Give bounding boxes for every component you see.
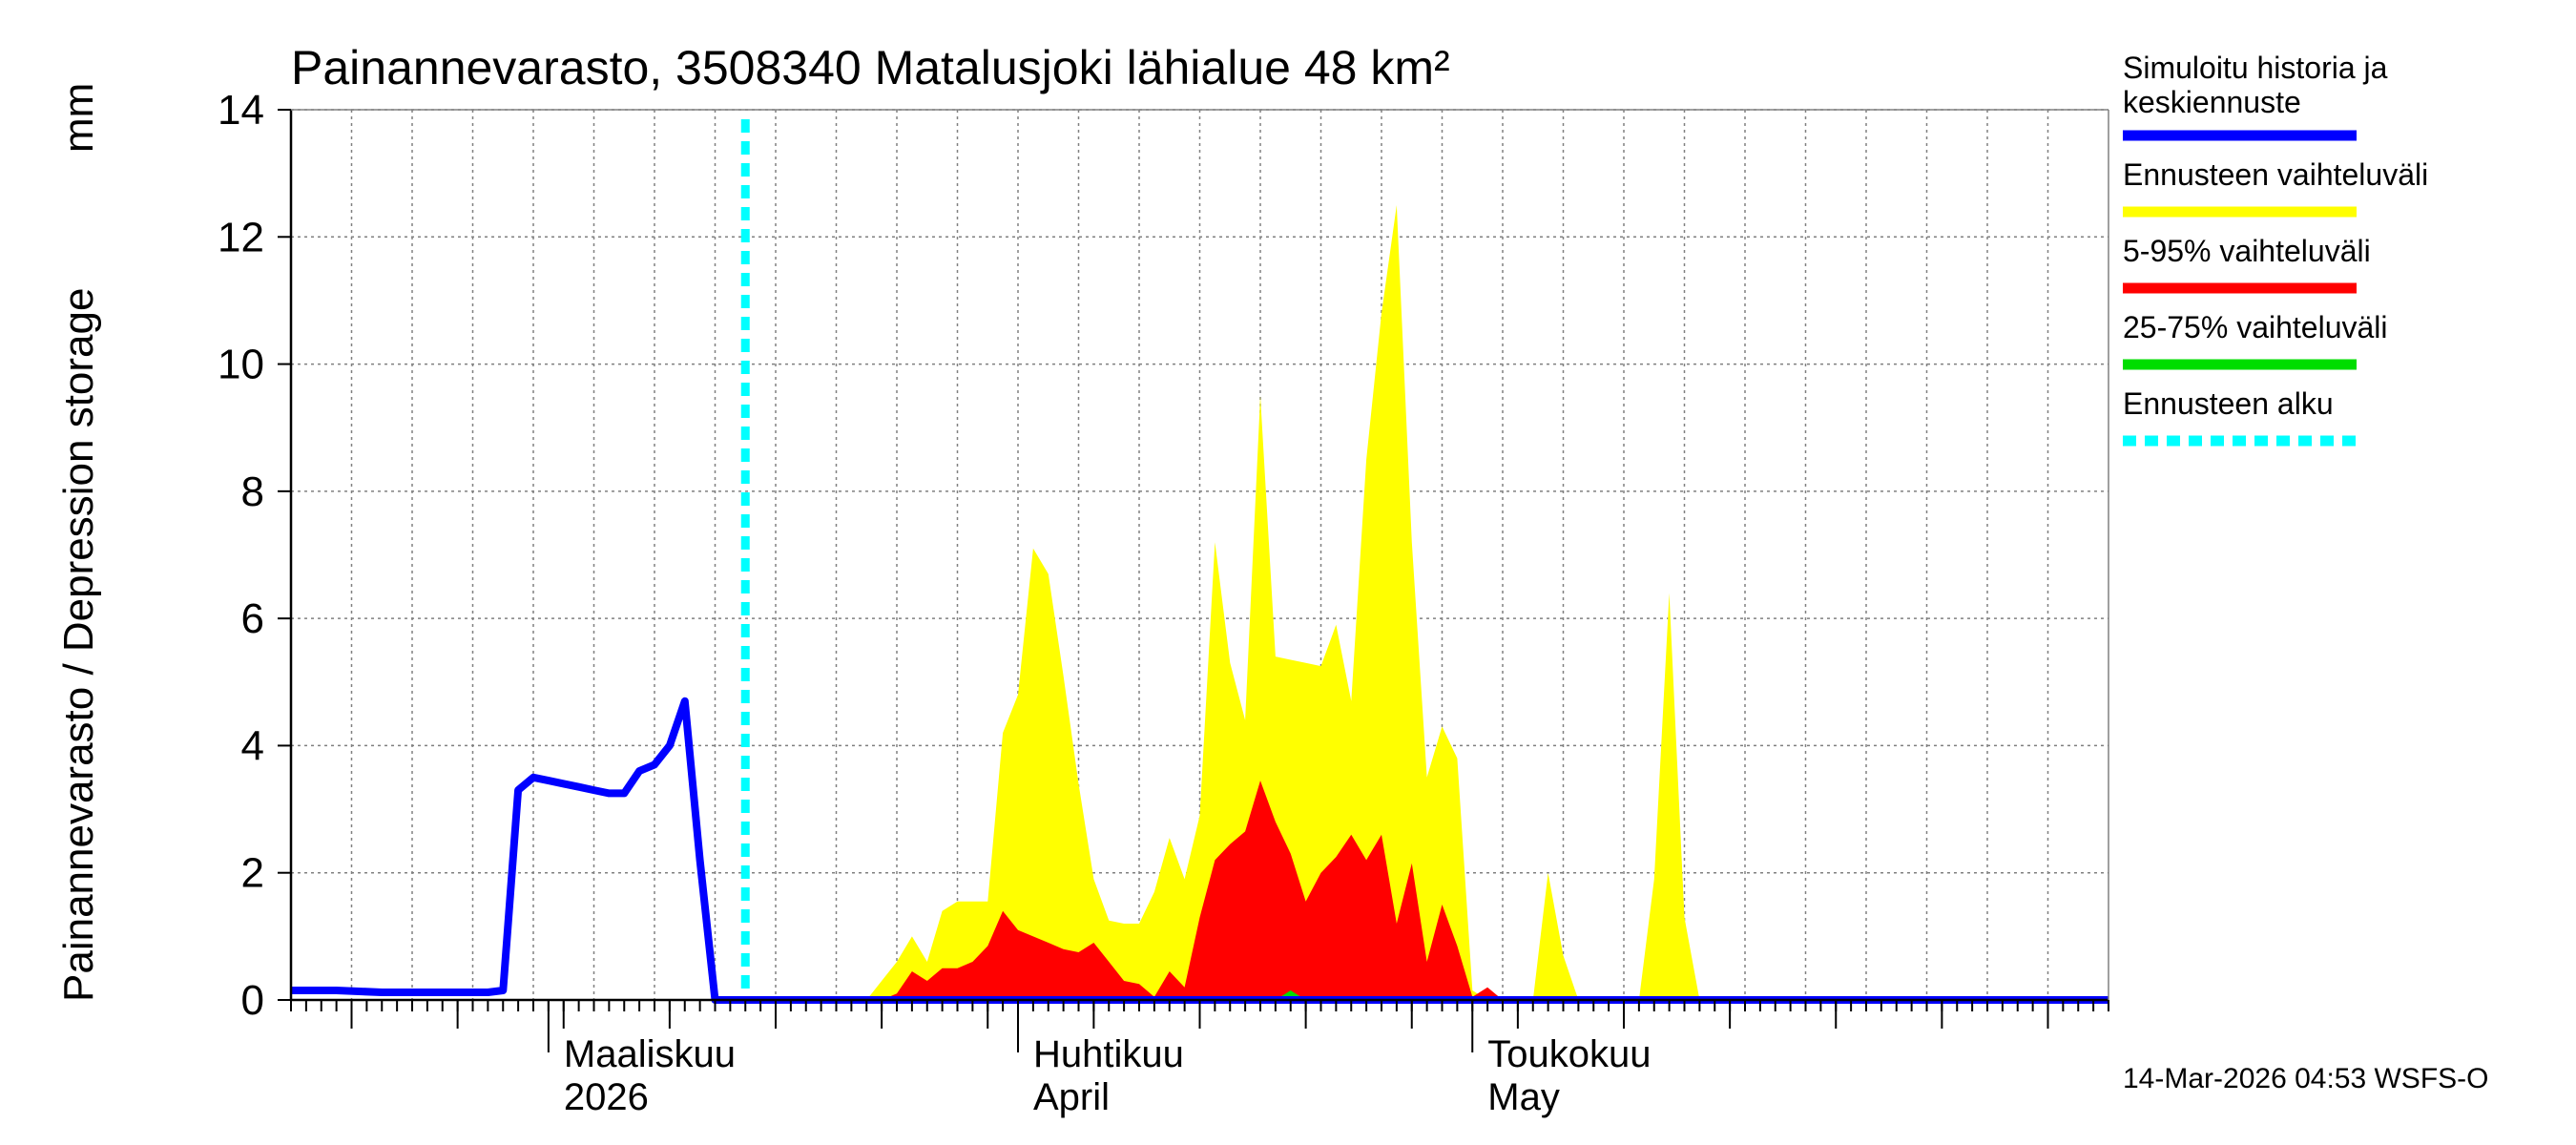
y-axis-label: Painannevarasto / Depression storage [55,288,102,1002]
area-ennusteen-vaihteluv-li [745,205,2109,1000]
legend-label: Simuloitu historia ja [2123,51,2388,85]
y-axis-label-group: Painannevarasto / Depression storage mm [55,83,102,1002]
x-month-sublabel: April [1033,1076,1110,1118]
legend-label-cont: keskiennuste [2123,85,2301,119]
y-tick-label: 8 [241,468,264,515]
y-tick-label: 4 [241,722,264,769]
axes [278,109,2109,1052]
legend-label: Ennusteen alku [2123,386,2334,421]
y-tick-label: 12 [218,214,264,260]
legend-label: Ennusteen vaihteluväli [2123,157,2428,192]
x-month-label: Maaliskuu [564,1033,736,1075]
x-month-label: Huhtikuu [1033,1033,1184,1075]
y-tick-label: 2 [241,850,264,897]
x-month-sublabel: 2026 [564,1076,649,1118]
y-tick-labels: 0 2 4 6 8 10 12 14 [218,87,264,1024]
y-axis-unit: mm [55,83,102,153]
y-tick-label: 10 [218,342,264,388]
y-tick-label: 14 [218,87,264,134]
legend-label: 25-75% vaihteluväli [2123,310,2388,344]
timestamp: 14-Mar-2026 04:53 WSFS-O [2123,1063,2488,1094]
y-tick-label: 0 [241,977,264,1024]
x-month-sublabel: May [1487,1076,1560,1118]
y-tick-label: 6 [241,595,264,642]
chart-title: Painannevarasto, 3508340 Matalusjoki läh… [291,41,1450,94]
x-month-label: Toukokuu [1487,1033,1651,1075]
legend-label: 5-95% vaihteluväli [2123,234,2371,268]
forecast-areas [745,205,2109,1000]
